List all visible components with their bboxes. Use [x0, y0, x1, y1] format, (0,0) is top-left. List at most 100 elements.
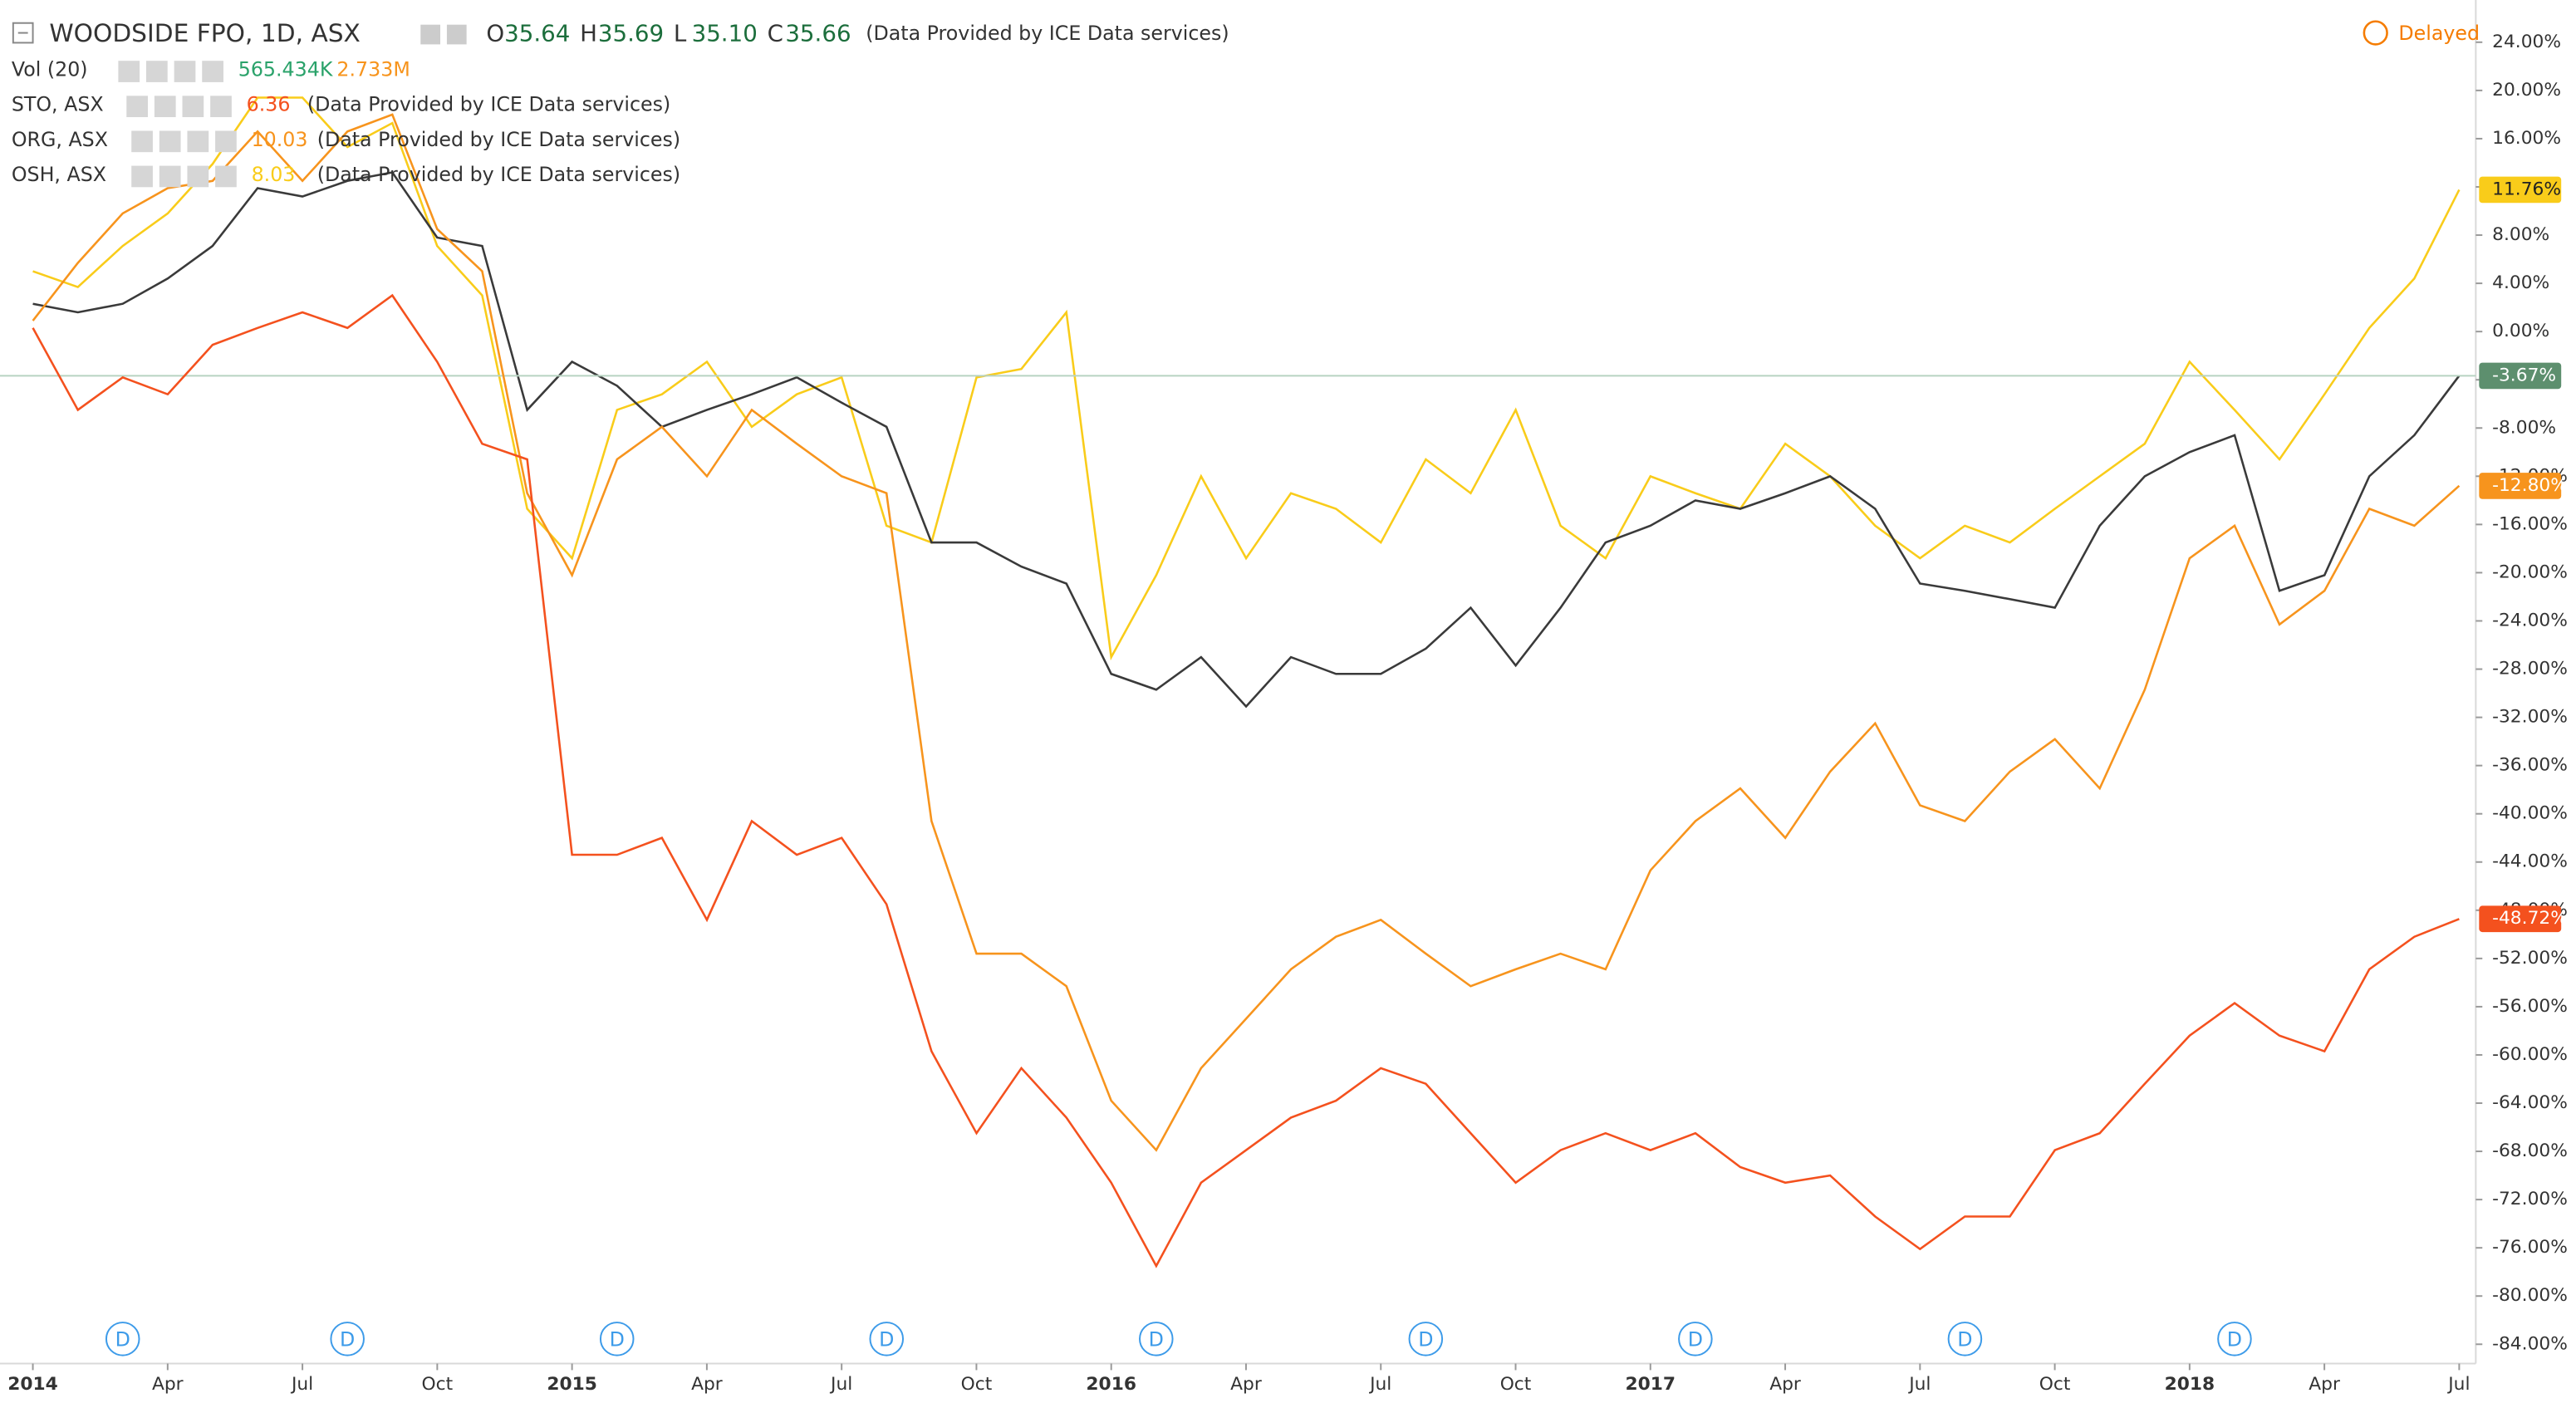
y-tick-label: -80.00% [2492, 1285, 2568, 1306]
y-tick-label: -44.00% [2492, 851, 2568, 872]
study-value: 2.733M [336, 58, 410, 81]
study-button[interactable] [146, 61, 168, 82]
y-tick-label: -24.00% [2492, 610, 2568, 630]
study-value: 8.03 [252, 163, 296, 186]
eye-button[interactable] [420, 24, 441, 45]
delayed-label: Delayed [2398, 22, 2480, 45]
y-tick-label: -20.00% [2492, 562, 2568, 582]
y-tick-label: -76.00% [2492, 1237, 2568, 1258]
last-value-badge [2479, 176, 2562, 204]
y-tick-label: 20.00% [2492, 80, 2561, 101]
y-tick-label: -64.00% [2492, 1092, 2568, 1113]
x-tick-label: Jul [829, 1374, 852, 1395]
x-tick-label: Apr [691, 1374, 723, 1395]
ohlc-key: C [768, 20, 783, 47]
data-source: (Data Provided by ICE Data services) [866, 22, 1229, 45]
last-value-badge [2479, 362, 2562, 390]
y-tick-label: 0.00% [2492, 321, 2549, 341]
collapse-button[interactable] [12, 22, 34, 44]
x-tick-label: Apr [152, 1374, 184, 1395]
ohlc-value: 35.64 [504, 20, 570, 47]
y-tick-label: -68.00% [2492, 1141, 2568, 1161]
y-tick-label: -52.00% [2492, 948, 2568, 969]
x-tick-label: 2015 [547, 1374, 597, 1395]
dividend-label: D [1957, 1327, 1972, 1351]
dividend-label: D [1418, 1327, 1433, 1351]
last-value-badge [2479, 473, 2562, 499]
study-button[interactable] [159, 130, 181, 153]
x-tick-label: Jul [1907, 1374, 1931, 1395]
x-tick-label: 2016 [1086, 1374, 1136, 1395]
y-tick-label: -8.00% [2492, 417, 2556, 438]
x-tick-label: Jul [2446, 1374, 2470, 1395]
study-name: ORG, ASX [12, 128, 108, 151]
study-value: 6.36 [247, 93, 291, 116]
last-value-badge [2479, 905, 2562, 933]
last-value-label: 11.76% [2492, 179, 2561, 199]
x-tick-label: Oct [1500, 1374, 1532, 1395]
x-tick-label: Apr [1230, 1374, 1262, 1395]
study-button[interactable] [187, 130, 209, 153]
series-line [32, 171, 2461, 709]
study-button[interactable] [202, 61, 223, 82]
ohlc-value: 35.66 [785, 20, 851, 47]
study-button[interactable] [131, 165, 153, 188]
axes: 24.00%20.00%16.00%12.00%8.00%4.00%0.00%-… [7, 32, 2568, 1395]
dividend-marker [599, 1322, 635, 1356]
x-tick-label: 2014 [7, 1374, 58, 1395]
x-tick-label: 2018 [2165, 1374, 2215, 1395]
dividend-marker [2217, 1322, 2252, 1356]
ohlc-value: 35.69 [598, 20, 664, 47]
dividend-marker [105, 1322, 140, 1356]
y-tick-label: -28.00% [2492, 659, 2568, 679]
x-tick-label: Apr [2309, 1374, 2340, 1395]
dividend-marker [1947, 1322, 1983, 1356]
study-value: 10.03 [252, 128, 308, 151]
x-tick-label: 2017 [1626, 1374, 1676, 1395]
dividend-marker [1139, 1322, 1174, 1356]
study-button[interactable] [131, 130, 153, 153]
study-button[interactable] [159, 165, 181, 188]
study-button[interactable] [210, 96, 232, 118]
study-source: (Data Provided by ICE Data services) [317, 128, 680, 151]
ohlc-key: H [580, 20, 597, 47]
symbol-title: WOODSIDE FPO, 1D, ASX [49, 18, 361, 47]
study-button[interactable] [174, 61, 196, 82]
study-button[interactable] [118, 61, 140, 82]
dividend-marker [1678, 1322, 1713, 1356]
dividend-label: D [1688, 1327, 1703, 1351]
dividend-label: D [610, 1327, 625, 1351]
y-tick-label: 16.00% [2492, 128, 2561, 149]
x-tick-label: Oct [422, 1374, 454, 1395]
y-tick-label: -36.00% [2492, 755, 2568, 776]
y-tick-label: -56.00% [2492, 996, 2568, 1017]
study-button[interactable] [182, 96, 204, 118]
study-button[interactable] [154, 96, 176, 118]
y-tick-label: -32.00% [2492, 707, 2568, 728]
x-tick-label: Jul [290, 1374, 313, 1395]
ohlc-value: 35.10 [692, 20, 758, 47]
study-name: Vol (20) [12, 58, 88, 81]
last-value-label: -12.80% [2492, 475, 2568, 496]
dividend-label: D [879, 1327, 894, 1351]
x-tick-label: Apr [1769, 1374, 1801, 1395]
series-line [32, 293, 2460, 1268]
study-button[interactable] [215, 130, 237, 153]
legend: WOODSIDE FPO, 1D, ASX O 35.64 H 35.69 L 35.10… [12, 18, 1229, 188]
y-tick-label: -84.00% [2492, 1333, 2568, 1354]
study-button[interactable] [215, 165, 237, 188]
study-button[interactable] [126, 96, 148, 118]
x-tick-label: Jul [1368, 1374, 1391, 1395]
dividend-label: D [115, 1327, 130, 1351]
series-line [32, 113, 2461, 1152]
study-name: OSH, ASX [12, 163, 106, 186]
study-value: 565.434K [238, 58, 334, 81]
settings-button[interactable] [446, 24, 467, 45]
study-name: STO, ASX [12, 93, 104, 116]
study-source: (Data Provided by ICE Data services) [307, 93, 670, 116]
study-button[interactable] [187, 165, 209, 188]
y-tick-label: -60.00% [2492, 1044, 2568, 1065]
